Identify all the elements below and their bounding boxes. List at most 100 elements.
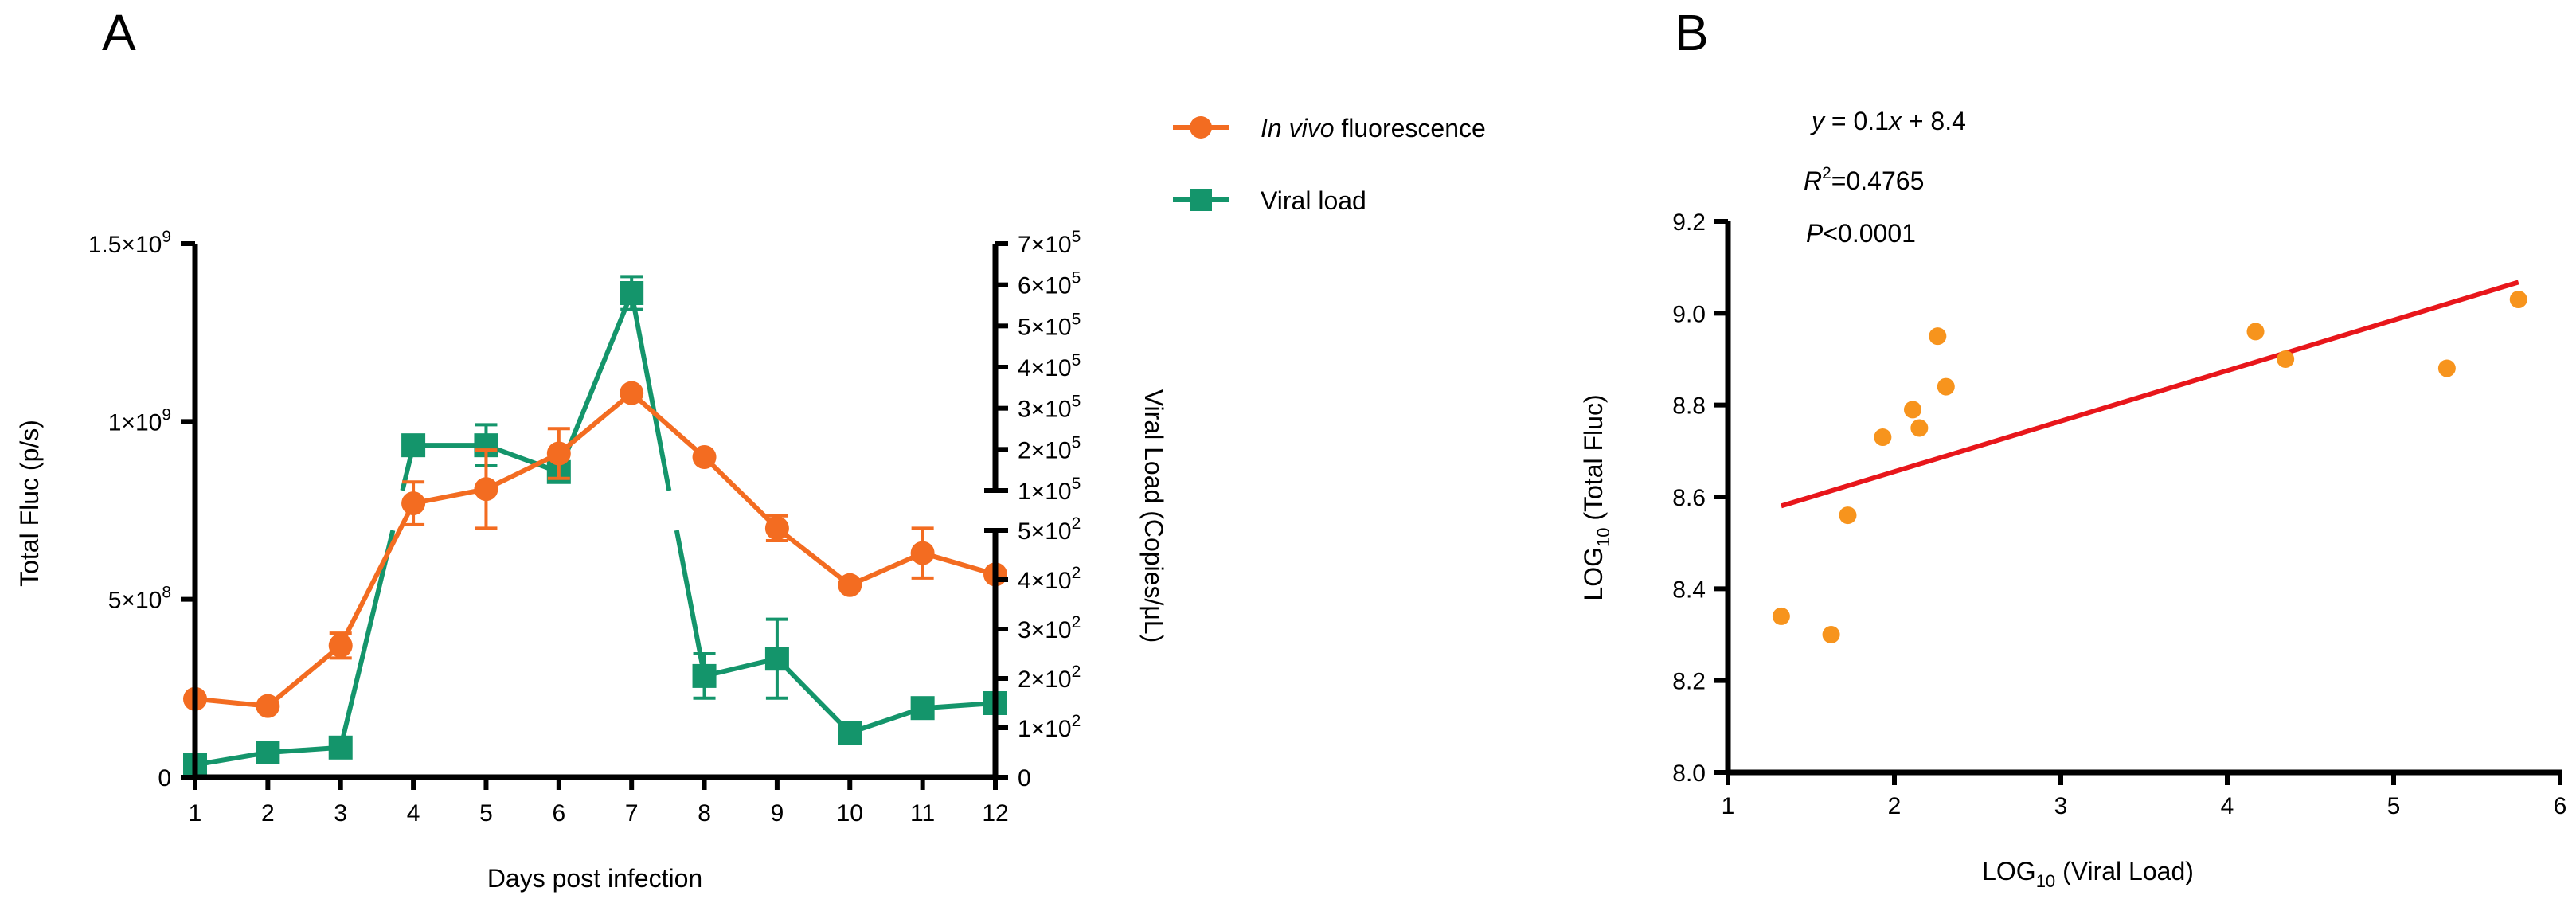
viral-load-line-segment <box>922 701 996 711</box>
viral-load-point <box>328 735 353 760</box>
chart-a-y-tick-label: 5×108 <box>108 584 171 614</box>
chart-b-x-label: LOG10 (Viral Load) <box>1982 857 2194 891</box>
chart-a-y2-tick-label: 3×105 <box>1018 393 1081 423</box>
chart-a-x-label: Days post infection <box>487 864 702 893</box>
fluorescence-point <box>910 541 935 565</box>
scatter-point <box>2277 350 2295 368</box>
viral-load-point <box>838 721 862 745</box>
viral-load-point <box>256 741 280 764</box>
chart-b-x-tick-label: 3 <box>2054 793 2068 819</box>
chart-a-x-tick-label: 1 <box>189 800 202 827</box>
chart-a-y-tick-label: 1×109 <box>108 405 171 436</box>
viral-load-line-segment <box>194 750 268 768</box>
chart-a-y2-tick-label: 5×105 <box>1018 310 1081 340</box>
scatter-point <box>2437 359 2456 377</box>
fluorescence-point <box>692 445 717 469</box>
fluorescence-point <box>546 441 571 466</box>
legend-marker-square <box>1190 189 1212 211</box>
chart-a-x-tick-label: 2 <box>261 800 275 827</box>
scatter-point <box>1937 377 1955 396</box>
chart-b-x-tick-label: 1 <box>1722 793 1735 819</box>
chart-a-x-tick-label: 8 <box>698 800 711 827</box>
chart-a-y2-tick-label: 0 <box>1018 765 1031 792</box>
viral-load-point <box>401 433 426 458</box>
chart-a-y2-tick-label: 7×105 <box>1018 228 1081 258</box>
p-value: P<0.0001 <box>1806 219 1916 248</box>
panel-label-a: A <box>102 4 136 61</box>
scatter-point <box>1822 626 1840 643</box>
viral-load-point <box>692 663 717 688</box>
chart-a-y-label: Total Fluc (p/s) <box>15 420 44 587</box>
fluorescence-series <box>183 381 1007 718</box>
chart-a-x-tick-label: 5 <box>479 800 493 827</box>
fluorescence-point <box>256 694 280 718</box>
chart-a-x-tick-label: 6 <box>552 800 565 827</box>
chart-b-x-tick-label: 4 <box>2221 793 2234 819</box>
fluorescence-point <box>401 491 426 516</box>
chart-a-x-tick-label: 9 <box>771 800 784 827</box>
fluorescence-point <box>328 633 353 658</box>
viral-load-line-segment <box>775 657 852 735</box>
viral-load-line-segment <box>268 745 341 755</box>
viral-load-line-segment <box>485 443 560 475</box>
scatter-point <box>1839 506 1857 525</box>
viral-load-line-segment <box>703 656 778 678</box>
chart-a-x-tick-label: 3 <box>334 800 347 827</box>
scatter-point <box>2246 323 2265 341</box>
fit-line <box>1781 280 2519 509</box>
fluorescence-point <box>764 516 789 541</box>
chart-b: 8.0 8.2 8.4 8.6 8.8 9.0 9.2 1 2 3 4 5 6 y = 0.1x + 8… <box>1579 107 2566 891</box>
legend: In vivo fluorescence Viral load <box>1173 114 1486 215</box>
chart-a-x-tick-label: 10 <box>837 800 863 827</box>
chart-a-y2-label: Viral Load (Copies/μL) <box>1139 389 1168 643</box>
legend-label-rest: fluorescence <box>1334 114 1485 143</box>
fluorescence-point <box>838 573 862 597</box>
fluorescence-line <box>194 389 996 709</box>
scatter-points <box>1772 291 2527 643</box>
chart-a-y2-tick-label: 1×102 <box>1018 712 1081 742</box>
legend-label-fluorescence: In vivo fluorescence <box>1261 114 1486 143</box>
scatter-point <box>1874 428 1892 447</box>
chart-b-y-tick-label: 8.0 <box>1672 760 1706 787</box>
scatter-point <box>1903 401 1921 419</box>
viral-load-point <box>620 281 644 305</box>
legend-marker-circle <box>1190 116 1212 139</box>
chart-b-y-tick-label: 8.2 <box>1672 669 1706 695</box>
chart-b-y-tick-label: 9.2 <box>1672 209 1706 236</box>
chart-a-y-tick-label: 0 <box>158 765 171 792</box>
legend-item-fluorescence: In vivo fluorescence <box>1173 114 1486 143</box>
scatter-point <box>2509 291 2527 309</box>
chart-b-x-tick-label: 6 <box>2554 793 2567 819</box>
chart-a-y2-tick-label: 4×102 <box>1018 564 1081 594</box>
legend-label-italic: In vivo <box>1261 114 1334 143</box>
chart-a-x-tick-label: 11 <box>910 800 935 827</box>
chart-b-y-label: LOG10 (Total Fluc) <box>1579 394 1613 600</box>
viral-load-series <box>183 275 1007 777</box>
chart-a-y2-tick-label: 6×105 <box>1018 269 1081 299</box>
scatter-point <box>1910 419 1929 437</box>
scatter-point <box>1772 607 1790 625</box>
r-squared: R2=0.4765 <box>1804 164 1924 195</box>
chart-a-y-tick-label: 1.5×109 <box>88 228 171 258</box>
viral-load-line-segment <box>674 530 707 677</box>
chart-b-y-tick-label: 9.0 <box>1672 301 1706 327</box>
viral-load-line-segment <box>849 706 924 736</box>
chart-a-y2-tick-label: 4×105 <box>1018 351 1081 381</box>
fit-equation: y = 0.1x + 8.4 <box>1810 107 1966 135</box>
chart-a-y2-tick-label: 2×105 <box>1018 433 1081 463</box>
chart-a-y2-tick-label: 1×105 <box>1018 475 1081 505</box>
legend-label-viral-load: Viral load <box>1261 186 1366 215</box>
chart-a: 0 5×108 1×109 1.5×109 0 1×102 2×102 3×102 4×102 5… <box>15 228 1168 893</box>
chart-a-x-tick-label: 7 <box>625 800 639 827</box>
chart-b-y-tick-label: 8.8 <box>1672 393 1706 420</box>
chart-b-x-tick-label: 5 <box>2387 793 2401 819</box>
chart-a-y2-tick-label: 5×102 <box>1018 514 1081 545</box>
fluorescence-point <box>474 477 498 502</box>
viral-load-point <box>910 696 935 721</box>
viral-load-point <box>764 647 789 671</box>
chart-a-y2-tick-label: 2×102 <box>1018 663 1081 693</box>
viral-load-line-segment <box>629 292 672 491</box>
viral-load-line-segment <box>338 530 396 749</box>
panel-label-b: B <box>1675 4 1709 61</box>
